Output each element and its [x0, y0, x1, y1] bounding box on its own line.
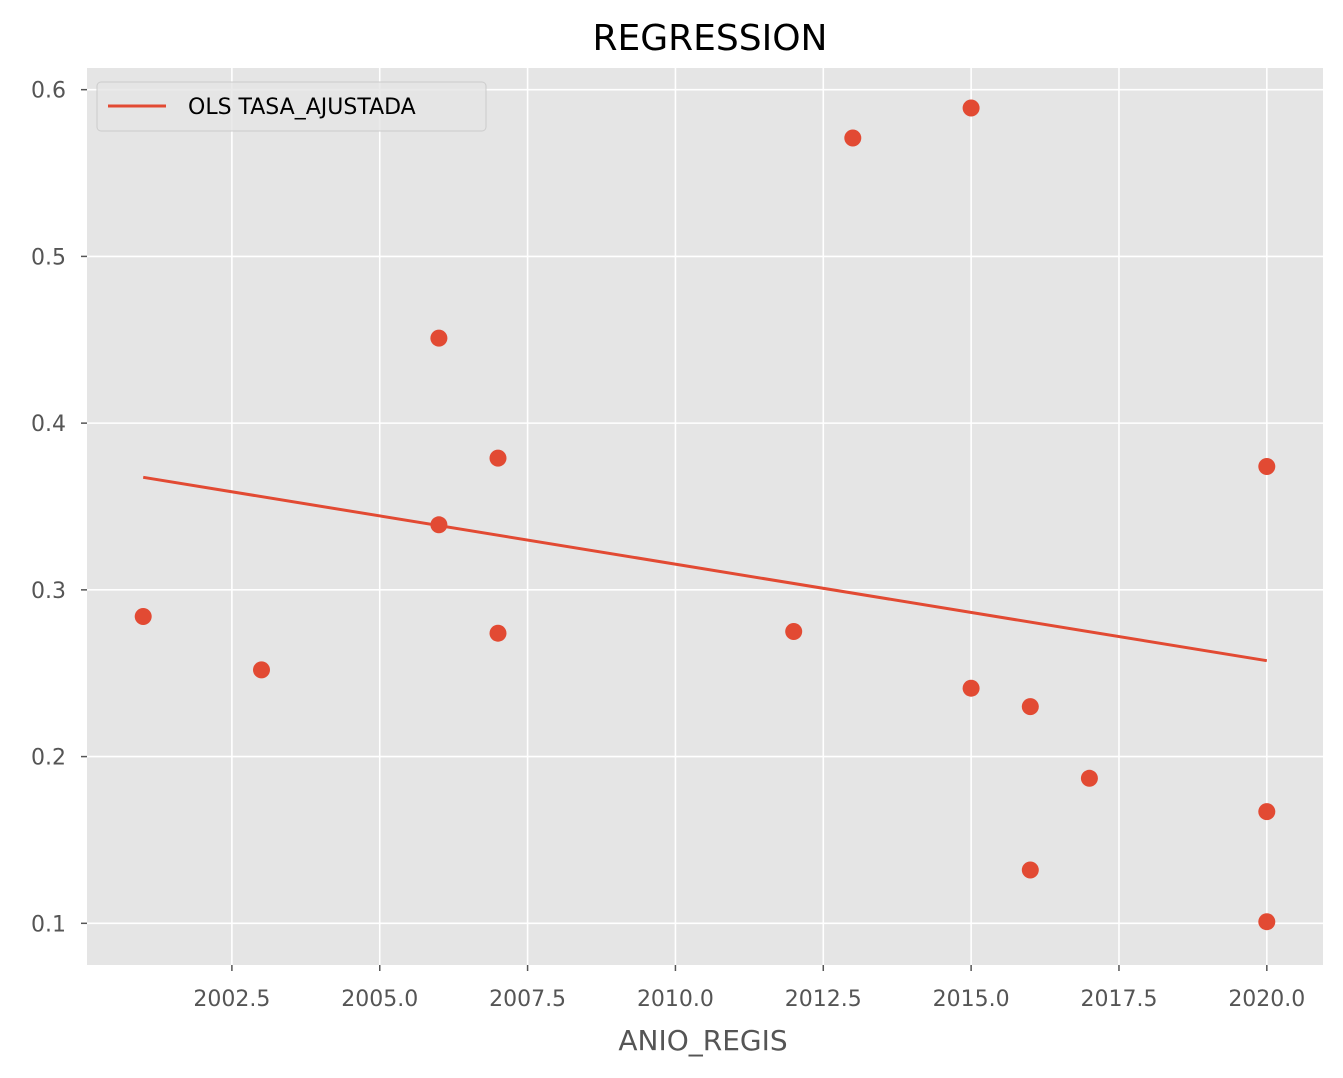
x-tick-label: 2002.5 — [193, 987, 270, 1012]
x-tick-label: 2015.0 — [933, 987, 1010, 1012]
scatter-point — [430, 329, 448, 347]
scatter-point — [1258, 913, 1276, 931]
scatter-point — [785, 623, 803, 640]
x-axis-label: ANIO_REGIS — [618, 1024, 787, 1057]
scatter-point — [489, 624, 507, 642]
y-tick-label: 0.2 — [31, 746, 66, 771]
scatter-point — [253, 661, 270, 679]
scatter-point — [430, 516, 448, 534]
x-tick-label: 2010.0 — [637, 987, 714, 1012]
x-tick-label: 2017.5 — [1080, 987, 1157, 1012]
chart-title: REGRESSION — [592, 18, 827, 59]
legend-box — [96, 81, 487, 132]
x-tick-label: 2020.0 — [1228, 987, 1305, 1012]
y-tick-label: 0.1 — [31, 912, 66, 937]
x-axis-tick-labels: 2002.5 2005.0 2007.5 2010.0 2012.5 2015.0 2017… — [193, 987, 1305, 1012]
y-tick-label: 0.5 — [31, 245, 66, 270]
scatter-point — [134, 608, 152, 625]
y-tick-label: 0.4 — [31, 412, 66, 437]
scatter-point — [962, 679, 980, 697]
plot-area — [87, 68, 1323, 965]
scatter-points — [134, 99, 1276, 931]
scatter-point — [1021, 861, 1039, 879]
y-tick-label: 0.3 — [31, 579, 66, 604]
regression-line — [142, 475, 1268, 663]
scatter-point — [1080, 769, 1098, 787]
scatter-point — [1258, 803, 1276, 821]
scatter-point — [1021, 698, 1039, 716]
x-tick-label: 2007.5 — [489, 987, 566, 1012]
legend: OLS TASA_AJUSTADA — [96, 81, 487, 132]
scatter-point — [1258, 458, 1276, 475]
y-axis-tick-labels: 0.1 0.2 0.3 0.4 0.5 0.6 — [31, 79, 66, 938]
scatter-point — [844, 129, 862, 147]
tick-marks — [81, 88, 1268, 971]
grid-lines — [87, 68, 1323, 965]
scatter-point — [489, 449, 507, 467]
regression-line-layer — [142, 475, 1268, 663]
x-tick-label: 2005.0 — [341, 987, 418, 1012]
scatter-point — [962, 99, 980, 117]
x-tick-label: 2012.5 — [785, 987, 862, 1012]
y-tick-label: 0.6 — [31, 79, 66, 104]
legend-label: OLS TASA_AJUSTADA — [188, 95, 416, 120]
